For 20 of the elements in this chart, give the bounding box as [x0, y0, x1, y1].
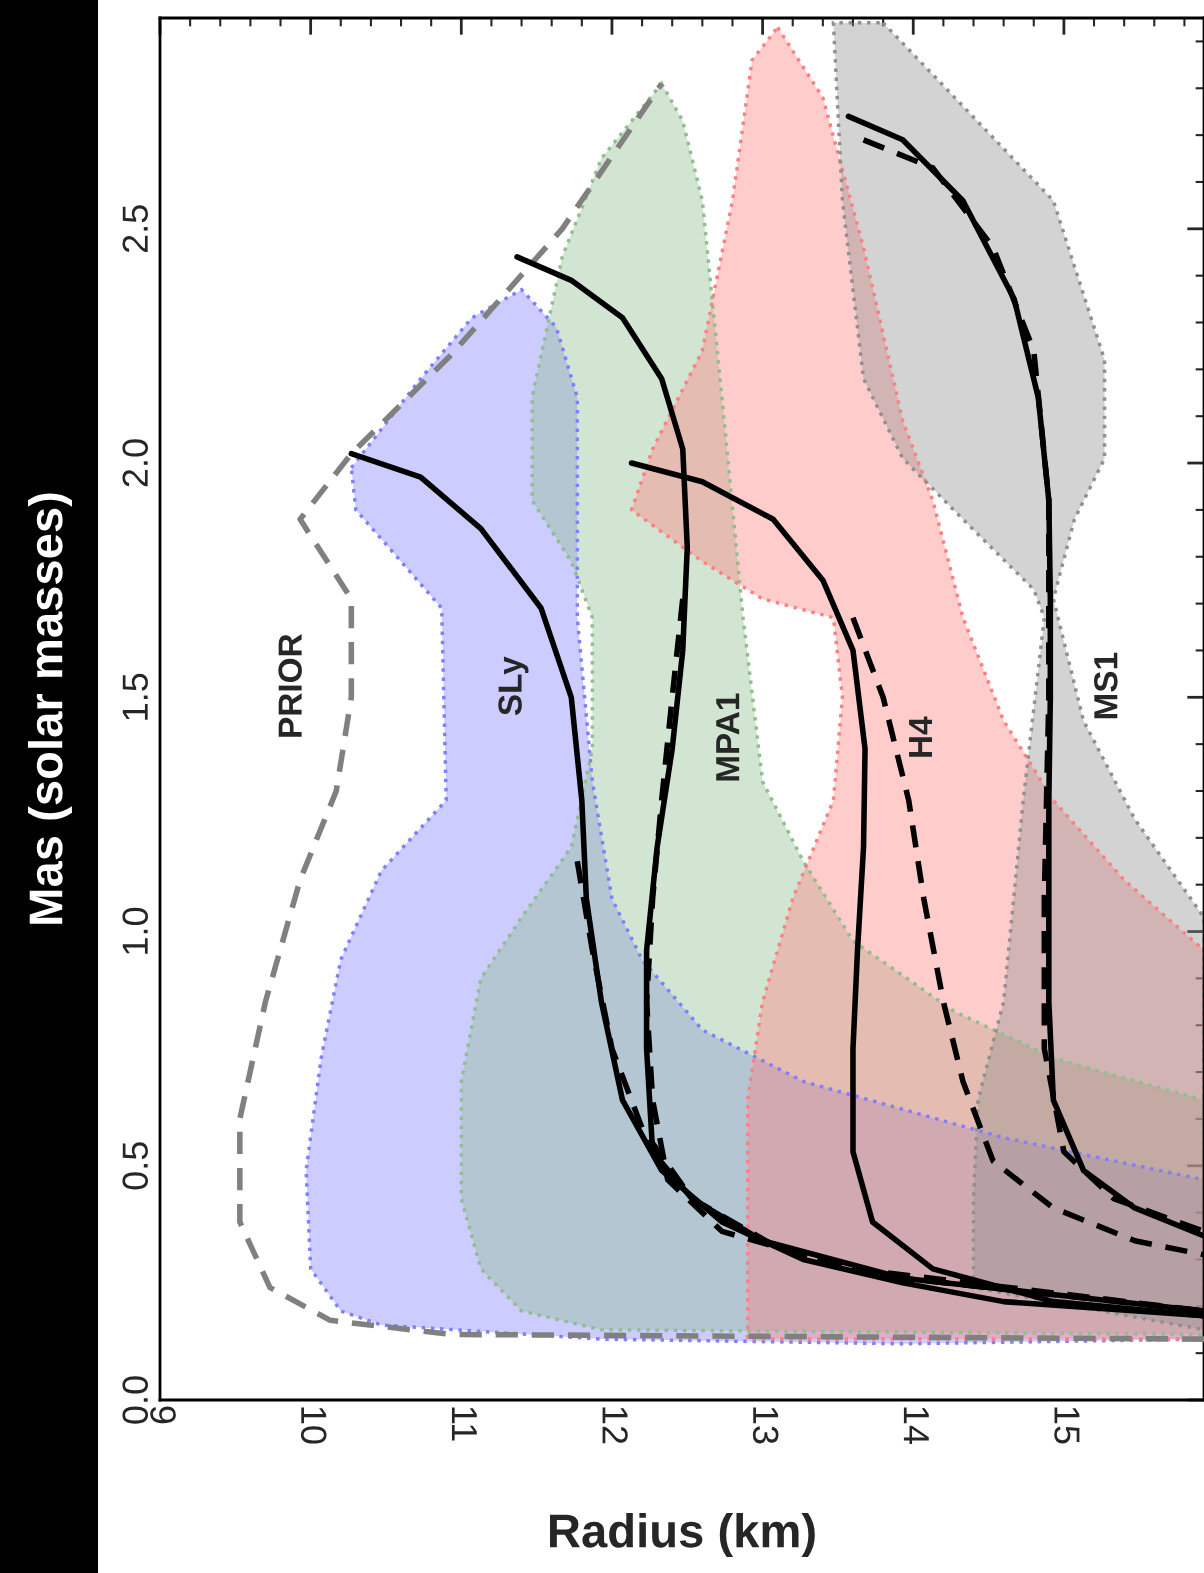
x-tick-label: 10 — [300, 1407, 327, 1444]
x-tick-label: 13 — [752, 1407, 779, 1444]
text: H4 — [909, 716, 932, 757]
y-tick-label: 2.0 — [122, 439, 148, 487]
y-tick-label: 0.5 — [122, 1142, 148, 1190]
y-tick-label: 2.5 — [122, 205, 148, 253]
x-tick-label: 15 — [1054, 1407, 1080, 1444]
text: PRIOR — [278, 634, 302, 737]
x-tick-label: 9 — [150, 1406, 176, 1424]
y-axis-title: Mas (solar masses) — [27, 493, 73, 924]
y-tick-label: 1.0 — [122, 907, 148, 954]
text: SLy — [498, 656, 529, 716]
text: MPA1 — [716, 693, 740, 781]
x-tick-label: 11 — [451, 1407, 477, 1441]
y-tick-label: 0.0 — [122, 1376, 148, 1424]
x-axis-title: Radius (km) — [550, 1512, 815, 1558]
y-tick-label: 1.5 — [122, 673, 148, 720]
text: MS1 — [1094, 652, 1118, 719]
x-tick-label: 12 — [602, 1407, 628, 1444]
x-tick-label: 14 — [903, 1407, 929, 1444]
